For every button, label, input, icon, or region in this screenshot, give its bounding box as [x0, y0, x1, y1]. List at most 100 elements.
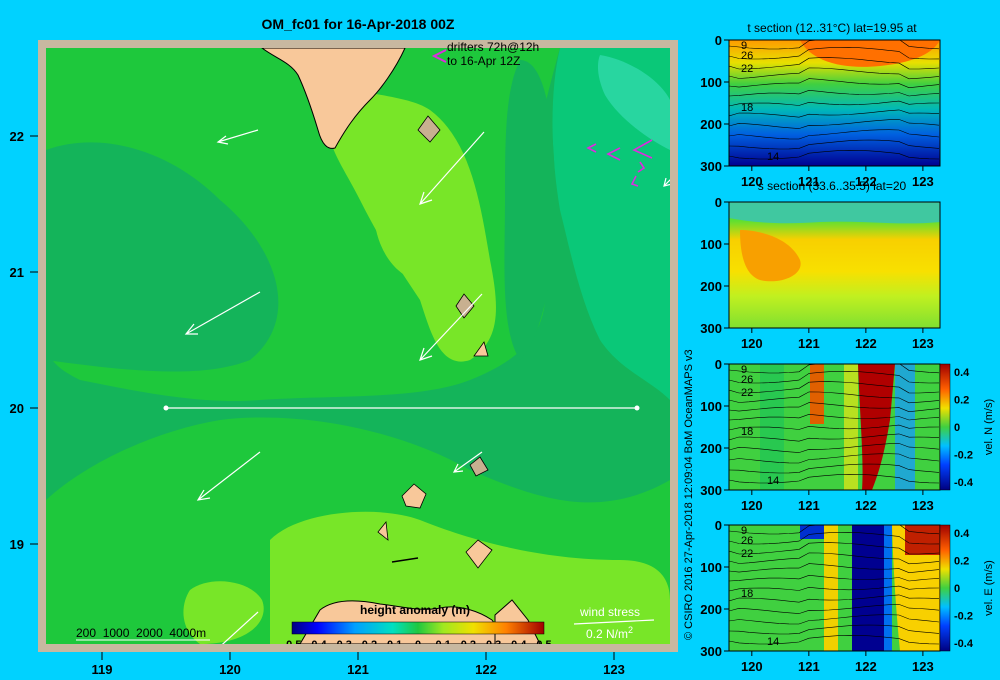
panel-y-tick-label: 0	[715, 33, 722, 48]
wind-arrow	[196, 451, 261, 501]
wind-arrow	[184, 291, 261, 335]
isotherm-contour	[729, 89, 940, 97]
taiwan-landmass	[261, 48, 406, 149]
veln-band-2	[810, 364, 824, 424]
wind-arrows	[184, 129, 670, 644]
veln-contour-label-9: 9	[741, 364, 747, 376]
panel-y-tick-label: 300	[700, 159, 722, 174]
veln-core	[858, 364, 895, 490]
isotherm-contour	[729, 119, 940, 129]
map-y-tick-label: 19	[10, 537, 24, 552]
vel-colorbar-tick-label: -0.4	[954, 477, 974, 489]
map-x-tick-label: 120	[219, 662, 241, 677]
map-y-axis: 22 21 20 19	[10, 129, 38, 552]
drifter-legend: drifters 72h@12h to 16-Apr 12Z	[431, 40, 539, 68]
map-y-tick-label: 21	[10, 265, 24, 280]
map-title: OM_fc01 for 16-Apr-2018 00Z	[262, 16, 455, 32]
s-low-top	[729, 202, 940, 224]
wind-arrow	[452, 451, 483, 473]
panel-x-tick-label: 122	[855, 659, 877, 674]
t-contour-label-18: 18	[741, 102, 753, 114]
isotherm-contour	[729, 552, 940, 565]
map-x-axis: 119 120 121 122 123	[92, 652, 625, 677]
map-x-tick-label: 123	[603, 662, 625, 677]
isotherm-contour	[729, 531, 940, 545]
wind-arrow	[419, 293, 483, 361]
isotherm-contour	[729, 139, 940, 150]
isotherm-contour	[729, 424, 940, 431]
colorbar-tick-label: -0.3	[333, 639, 352, 651]
s-section-plot	[729, 202, 940, 328]
depth-legend: 200 1000 2000 4000m	[76, 626, 206, 640]
vele-colorbar-label: vel. E (m/s)	[983, 560, 995, 616]
vele-contour-label-26: 26	[741, 535, 753, 547]
panel-y-tick-label: 100	[700, 399, 722, 414]
panel-x-tick-label: 123	[912, 174, 934, 189]
colorbar-tick-label: 0.1	[436, 639, 451, 651]
isotherm-contour	[729, 370, 940, 384]
isotherm-contour	[729, 67, 940, 80]
veln-colorbar	[939, 363, 951, 491]
wind-stress-scale: 0.2 N/m2	[586, 625, 633, 641]
drifter-arrows	[586, 139, 653, 187]
isotherm-contour	[729, 443, 940, 453]
drifter-arrow	[606, 147, 621, 161]
map-y-tick-label: 20	[10, 401, 24, 416]
island-2	[455, 293, 475, 319]
drifter-legend-icon	[431, 49, 447, 63]
isotherm-contour	[729, 563, 940, 574]
panel-y-tick-label: 100	[700, 75, 722, 90]
t-contour-label-14: 14	[767, 151, 779, 163]
map-x-tick-label: 121	[347, 662, 369, 677]
vele-colorbar	[939, 524, 951, 652]
veln-contour-label-14: 14	[767, 475, 779, 487]
panel-x-tick-label: 120	[741, 659, 763, 674]
isotherm-contour	[729, 381, 940, 394]
s-section-title: s section (33.6..35.5) lat=20	[758, 179, 907, 193]
colorbar: height anomaly (m) -0.5 -0.4 -0.3 -0.2 -0.1 0…	[283, 603, 552, 651]
island-6	[377, 520, 389, 541]
panel-x-tick-label: 120	[741, 336, 763, 351]
drifter-arrow	[630, 175, 639, 187]
veln-plot	[729, 364, 940, 490]
isotherm-contour	[729, 149, 940, 160]
veln-contour-label-22: 22	[741, 387, 753, 399]
t-section-plot	[729, 40, 940, 166]
veln-contour-label-18: 18	[741, 426, 753, 438]
t-section-title: t section (12..31°C) lat=19.95 at	[747, 21, 917, 35]
panel-y-tick-label: 300	[700, 483, 722, 498]
vele-band-2	[824, 525, 838, 651]
isotherm-contour	[729, 463, 940, 474]
t-contour-label-22: 22	[741, 63, 753, 75]
panel-x-tick-label: 122	[855, 498, 877, 513]
panel-y-tick-label: 0	[715, 195, 722, 210]
panel-y-tick-label: 200	[700, 602, 722, 617]
isotherm-contour	[729, 413, 940, 421]
t-section-frame	[728, 39, 941, 167]
section-line	[163, 405, 640, 411]
panel-y-tick-label: 200	[700, 441, 722, 456]
map-y-tick-label: 22	[10, 129, 24, 144]
island-8	[391, 557, 419, 563]
isotherm-contour	[729, 364, 940, 374]
map-x-tick-label: 122	[475, 662, 497, 677]
vel-colorbar-tick-label: -0.2	[954, 450, 973, 462]
island-3	[473, 341, 489, 357]
vel-colorbar-tick-label: 0.4	[954, 367, 970, 379]
veln-contour-label-26: 26	[741, 374, 753, 386]
colorbar-tick-label: 0.5	[536, 639, 551, 651]
vele-band-3	[884, 525, 892, 651]
isotherm-contour	[729, 604, 940, 614]
panel-x-tick-label: 123	[912, 498, 934, 513]
wind-stress-label: wind stress	[579, 605, 640, 619]
drifter-legend-line1: drifters 72h@12h	[447, 40, 539, 54]
panel-y-tick-label: 0	[715, 357, 722, 372]
isotherm-contour	[729, 40, 940, 50]
vele-band-5	[905, 525, 940, 555]
isotherm-contour	[729, 614, 940, 625]
colorbar-tick-label: 0.2	[461, 639, 476, 651]
panel-x-tick-label: 121	[798, 659, 820, 674]
s-high-core	[740, 230, 801, 282]
anomaly-region-light-sw	[183, 581, 264, 644]
anomaly-region-light-teal	[597, 55, 670, 150]
